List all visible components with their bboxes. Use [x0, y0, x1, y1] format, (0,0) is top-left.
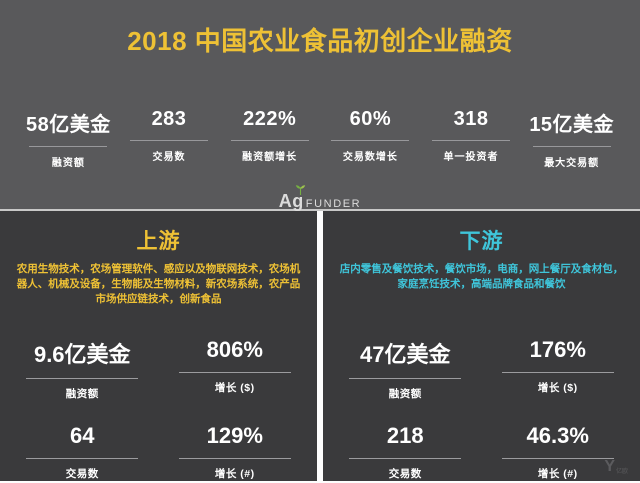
stat-item-deal-growth: 60% 交易数增长	[320, 108, 421, 169]
stat-item-upstream-deals: 64 交易数	[6, 423, 159, 481]
panel-downstream: 下游 店内零售及餐饮技术，餐饮市场，电商，网上餐厅及食材包，家庭烹饪技术，高端品…	[323, 211, 640, 481]
stat-label: 单一投资者	[443, 152, 499, 163]
stat-divider	[349, 378, 462, 379]
stat-label: 融资额	[388, 388, 422, 400]
stat-item-largest-deal: 15亿美金 最大交易额	[521, 108, 622, 169]
upstream-stats-row-1: 9.6亿美金 融资额 806% 增长 ($)	[0, 337, 317, 401]
stat-label: 增长 ($)	[214, 382, 255, 394]
stat-divider	[432, 140, 511, 141]
stat-item-upstream-growth-usd: 806% 增长 ($)	[159, 337, 312, 401]
logo-funder-text: FUNDER	[305, 198, 362, 210]
panel-upstream: 上游 农用生物技术，农场管理软件、感应以及物联网技术，农场机器人、机械及设备，生…	[0, 211, 317, 481]
stat-value: 129%	[206, 423, 263, 448]
stat-item-upstream-funding: 9.6亿美金 融资额	[6, 337, 159, 401]
downstream-stats-row-1: 47亿美金 融资额 176% 增长 ($)	[323, 337, 640, 401]
stat-item-funding-growth: 222% 融资额增长	[219, 108, 320, 169]
sprout-icon	[295, 185, 305, 195]
watermark-y-icon: Y	[604, 458, 615, 475]
upstream-heading: 上游	[136, 230, 181, 253]
downstream-description: 店内零售及餐饮技术，餐饮市场，电商，网上餐厅及食材包，家庭烹饪技术，高端品牌食品…	[339, 263, 624, 290]
stat-divider	[349, 458, 462, 459]
stat-value: 9.6亿美金	[33, 342, 131, 367]
watermark: Y 亿欧	[604, 458, 628, 476]
stat-value: 806%	[206, 337, 263, 362]
stat-label: 增长 (#)	[537, 468, 578, 480]
stat-divider	[26, 458, 139, 459]
stat-value: 15亿美金	[529, 114, 615, 136]
stat-item-upstream-growth-count: 129% 增长 (#)	[159, 423, 312, 481]
stat-divider	[178, 372, 291, 373]
stat-item-downstream-growth-count: 46.3% 增长 (#)	[482, 423, 635, 481]
sector-panels: 上游 农用生物技术，农场管理软件、感应以及物联网技术，农场机器人、机械及设备，生…	[0, 211, 640, 481]
downstream-heading: 下游	[459, 230, 504, 253]
stat-divider	[29, 146, 108, 147]
stat-value: 60%	[349, 108, 392, 130]
vertical-divider	[317, 211, 323, 481]
stat-divider	[331, 140, 410, 141]
stat-label: 融资额	[51, 158, 85, 169]
stat-label: 最大交易额	[544, 158, 600, 169]
stat-divider	[532, 146, 611, 147]
stat-divider	[501, 458, 614, 459]
upstream-stats-row-2: 64 交易数 129% 增长 (#)	[0, 423, 317, 481]
logo-ag-text: Ag	[279, 185, 305, 212]
stat-item-downstream-deals: 218 交易数	[329, 423, 482, 481]
stat-value: 218	[386, 423, 424, 448]
stat-item-downstream-funding: 47亿美金 融资额	[329, 337, 482, 401]
stat-value: 283	[151, 108, 187, 130]
stat-item-funding: 58亿美金 融资额	[18, 108, 119, 169]
stat-label: 增长 (#)	[214, 468, 255, 480]
stat-item-unique-investors: 318 单一投资者	[421, 108, 522, 169]
top-stats-row: 58亿美金 融资额 283 交易数 222% 融资额增长 60% 交易数增长 3…	[0, 108, 640, 169]
stat-divider	[178, 458, 291, 459]
stat-value: 222%	[243, 108, 297, 130]
stat-label: 交易数增长	[342, 152, 398, 163]
stat-value: 318	[453, 108, 489, 130]
stat-label: 增长 ($)	[537, 382, 578, 394]
agfunder-logo: Ag FUNDER	[0, 185, 640, 212]
stat-divider	[501, 372, 614, 373]
downstream-stats-row-2: 218 交易数 46.3% 增长 (#)	[323, 423, 640, 481]
bottom-strip	[0, 481, 640, 483]
stat-divider	[26, 378, 139, 379]
top-section: 2018 中国农业食品初创企业融资 58亿美金 融资额 283 交易数 222%…	[0, 0, 640, 211]
page-title: 2018 中国农业食品初创企业融资	[127, 26, 513, 56]
stat-label: 融资额增长	[242, 152, 298, 163]
stat-label: 交易数	[152, 152, 186, 163]
stat-item-deals: 283 交易数	[119, 108, 220, 169]
stat-label: 交易数	[388, 468, 422, 480]
stat-item-downstream-growth-usd: 176% 增长 ($)	[482, 337, 635, 401]
stat-value: 47亿美金	[360, 342, 451, 367]
stat-label: 交易数	[65, 468, 99, 480]
stat-value: 58亿美金	[25, 114, 111, 136]
stat-label: 融资额	[65, 388, 99, 400]
upstream-description: 农用生物技术，农场管理软件、感应以及物联网技术，农场机器人、机械及设备，生物能及…	[16, 263, 301, 305]
stat-divider	[230, 140, 309, 141]
stat-value: 176%	[529, 337, 586, 362]
stat-divider	[130, 140, 208, 141]
stat-value: 46.3%	[526, 423, 589, 448]
watermark-label: 亿欧	[615, 469, 628, 475]
stat-value: 64	[70, 423, 95, 448]
